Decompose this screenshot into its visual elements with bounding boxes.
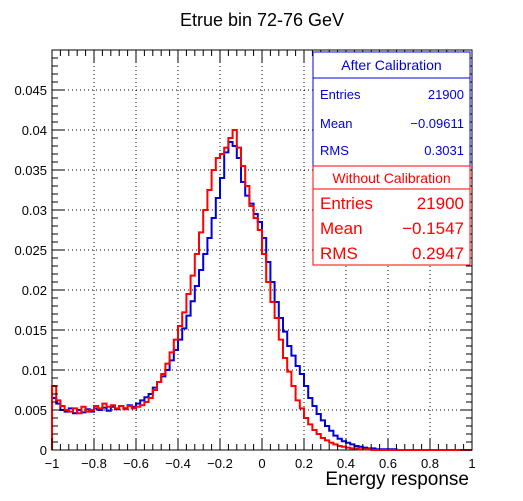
x-tick-label: 0.8 (421, 456, 439, 471)
stats-without-entries-value: 21900 (417, 194, 464, 213)
stats-after-entries-value: 21900 (428, 87, 464, 102)
stats-after-entries-label: Entries (320, 87, 361, 102)
y-tick-label: 0 (40, 443, 47, 458)
y-tick-label: 0.04 (22, 123, 47, 138)
chart-title: Etrue bin 72-76 GeV (180, 10, 344, 30)
x-tick-label: 1 (468, 456, 475, 471)
stats-without-title: Without Calibration (332, 170, 450, 186)
x-tick-label: 0.4 (337, 456, 355, 471)
y-tick-label: 0.03 (22, 203, 47, 218)
stats-after-rms-label: RMS (320, 143, 349, 158)
stats-after-rms-value: 0.3031 (424, 143, 464, 158)
stats-box-without: Without Calibration Entries 21900 Mean −… (312, 165, 471, 266)
y-tick-label: 0.045 (14, 83, 47, 98)
series-without-calibration-line (51, 129, 472, 451)
y-tick-label: 0.025 (14, 243, 47, 258)
x-tick-label: −0.8 (81, 456, 107, 471)
x-tick-label: −0.2 (207, 456, 233, 471)
stats-after-title: After Calibration (341, 57, 441, 73)
stats-without-mean-value: −0.1547 (402, 219, 464, 238)
stats-after-mean-label: Mean (320, 116, 353, 131)
stats-without-rms-value: 0.2947 (412, 244, 464, 263)
stats-without-mean-label: Mean (320, 219, 363, 238)
stats-after-mean-value: −0.09611 (410, 116, 464, 131)
y-tick-label: 0.01 (22, 363, 47, 378)
stats-box-after: After Calibration Entries 21900 Mean −0.… (312, 51, 471, 167)
y-tick-label: 0.015 (14, 323, 47, 338)
x-tick-label: 0.2 (295, 456, 313, 471)
y-tick-label: 0.035 (14, 163, 47, 178)
stats-without-entries-label: Entries (320, 194, 373, 213)
stats-box-without-frame (312, 165, 471, 266)
stats-without-rms-label: RMS (320, 244, 358, 263)
y-tick-label: 0.005 (14, 403, 47, 418)
x-tick-label: 0 (258, 456, 265, 471)
x-tick-label: −1 (45, 456, 60, 471)
x-tick-label: −0.6 (123, 456, 149, 471)
y-tick-label: 0.02 (22, 283, 47, 298)
x-tick-label: 0.6 (379, 456, 397, 471)
x-axis-title: Energy response (325, 469, 469, 490)
x-tick-label: −0.4 (165, 456, 191, 471)
